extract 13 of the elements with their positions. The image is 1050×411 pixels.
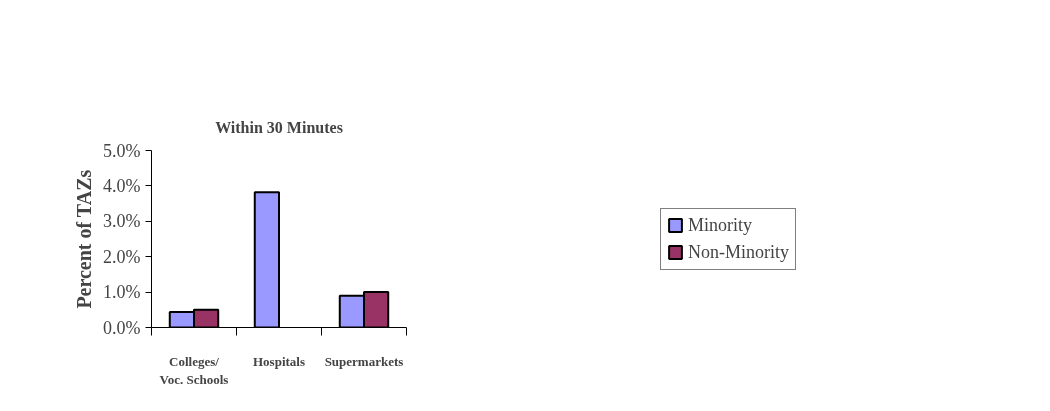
y-tick-label: 0.0% xyxy=(103,317,141,338)
legend-label: Minority xyxy=(688,214,753,236)
x-tick-label: Supermarkets xyxy=(324,353,404,369)
y-tick-label: 5.0% xyxy=(103,140,141,161)
y-tick-label: 4.0% xyxy=(103,175,141,196)
x-tick-label: Colleges/ Voc. Schools xyxy=(159,353,229,387)
chart-title: Within 30 Minutes xyxy=(215,118,343,136)
legend-label: Non-Minority xyxy=(688,241,789,263)
y-tick-label: 2.0% xyxy=(103,246,141,267)
y-axis-title: Percent of TAZs xyxy=(73,169,96,309)
x-tick-label: Hospitals xyxy=(252,353,306,369)
y-tick-label: 3.0% xyxy=(103,211,141,232)
y-tick-label: 1.0% xyxy=(103,282,141,303)
